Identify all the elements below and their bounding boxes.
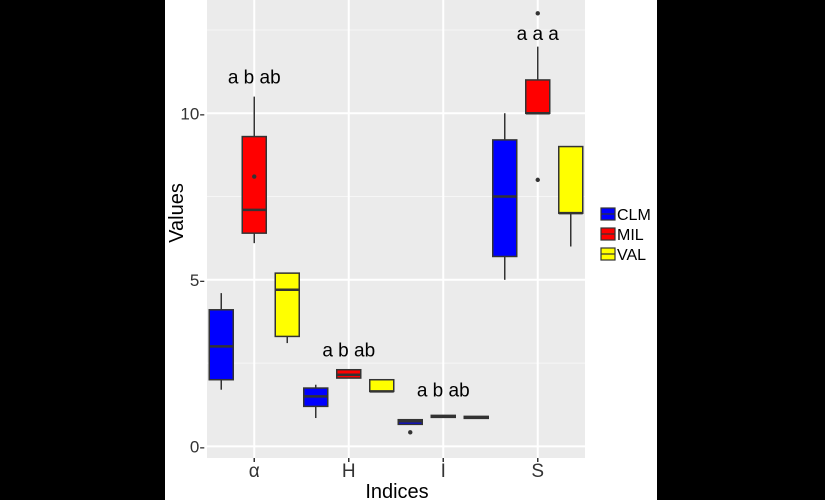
box-body [492, 139, 518, 258]
box-body [525, 79, 551, 115]
grid-minor [207, 29, 585, 364]
box-body [241, 135, 267, 234]
y-tick-label: 0- [190, 437, 205, 456]
outlier-point [408, 430, 413, 435]
box-clm-2 [397, 418, 423, 435]
legend: CLM MIL VAL [600, 207, 651, 264]
box-val-1 [369, 378, 395, 393]
x-tick-label: H [342, 461, 356, 482]
box-mil-0 [241, 96, 267, 244]
legend-item-clm: CLM [600, 207, 651, 224]
outlier-point [535, 177, 540, 183]
box-val-0 [274, 272, 300, 344]
box-body [208, 309, 234, 381]
y-axis-label: Values [166, 183, 188, 243]
group-letters: a b ab [417, 380, 470, 401]
box-val-3 [558, 145, 584, 247]
legend-item-val: VAL [600, 247, 646, 264]
boxes [208, 11, 584, 435]
box-mil-2 [430, 414, 456, 419]
boxplot-chart: a b ab a b ab a b ab a a a 0- 5- 10- α H I S Ind… [166, 0, 651, 500]
box-clm-3 [492, 113, 518, 280]
plot-panel [207, 0, 585, 458]
legend-label: VAL [617, 247, 646, 264]
outlier-point [535, 11, 540, 16]
legend-label: MIL [617, 227, 644, 244]
legend-item-mil: MIL [600, 227, 644, 244]
box-mil-1 [336, 368, 362, 379]
group-letters: a b ab [322, 340, 375, 361]
chart-canvas: a b ab a b ab a b ab a a a 0- 5- 10- α H I S Ind… [165, 0, 657, 500]
box-body [558, 145, 584, 214]
legend-label: CLM [617, 207, 651, 224]
x-tick-label: I [441, 461, 446, 482]
grid-major [207, 0, 585, 458]
box-val-2 [463, 415, 489, 420]
group-letters: a b ab [228, 67, 281, 88]
box-clm-0 [208, 293, 234, 390]
box-body [274, 272, 300, 338]
y-tick-label: 5- [190, 271, 205, 290]
group-labels: a b ab a b ab a b ab a a a [228, 24, 559, 401]
box-body [369, 378, 395, 393]
x-tick-label: S [531, 461, 544, 482]
y-tick-label: 10- [180, 104, 205, 123]
box-mil-3 [525, 11, 551, 183]
x-axis-label: Indices [365, 481, 428, 500]
x-tick-label: α [249, 461, 260, 482]
outlier-point [252, 174, 257, 179]
box-clm-1 [303, 384, 329, 419]
y-axis-ticks: 0- 5- 10- [180, 104, 205, 456]
group-letters: a a a [517, 24, 560, 45]
